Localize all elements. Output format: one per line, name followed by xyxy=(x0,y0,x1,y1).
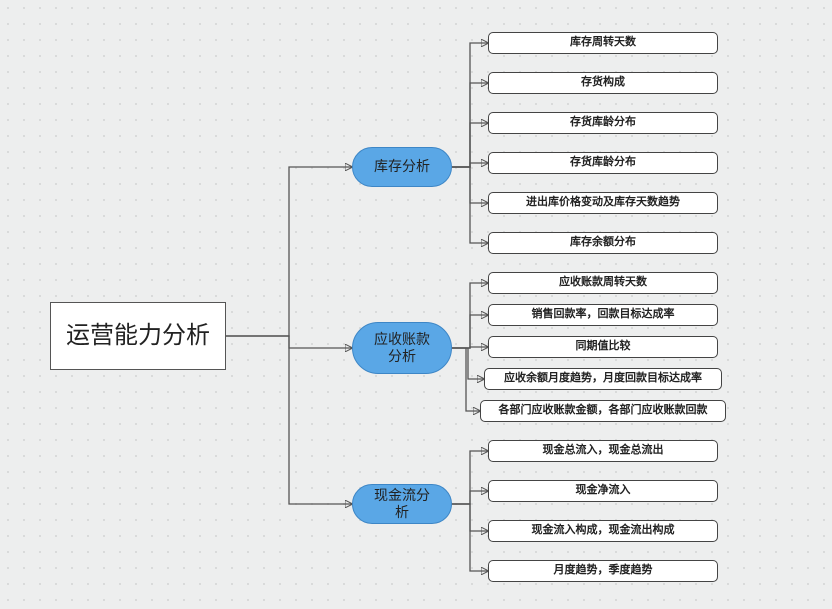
leaf-node: 应收账款周转天数 xyxy=(488,272,718,294)
leaf-node: 库存余额分布 xyxy=(488,232,718,254)
leaf-node: 进出库价格变动及库存天数趋势 xyxy=(488,192,718,214)
leaf-node: 存货库龄分布 xyxy=(488,112,718,134)
leaf-node: 同期值比较 xyxy=(488,336,718,358)
leaf-node: 月度趋势，季度趋势 xyxy=(488,560,718,582)
root-node: 运营能力分析 xyxy=(50,302,226,370)
leaf-node: 存货构成 xyxy=(488,72,718,94)
leaf-node: 存货库龄分布 xyxy=(488,152,718,174)
branch-node-b1: 库存分析 xyxy=(352,147,452,187)
leaf-node: 销售回款率，回款目标达成率 xyxy=(488,304,718,326)
leaf-node: 应收余额月度趋势，月度回款目标达成率 xyxy=(484,368,722,390)
leaf-node: 库存周转天数 xyxy=(488,32,718,54)
branch-node-b2: 应收账款分析 xyxy=(352,322,452,374)
leaf-node: 现金总流入，现金总流出 xyxy=(488,440,718,462)
leaf-node: 现金流入构成，现金流出构成 xyxy=(488,520,718,542)
branch-node-b3: 现金流分析 xyxy=(352,484,452,524)
leaf-node: 现金净流入 xyxy=(488,480,718,502)
leaf-node: 各部门应收账款金额，各部门应收账款回款 xyxy=(480,400,726,422)
